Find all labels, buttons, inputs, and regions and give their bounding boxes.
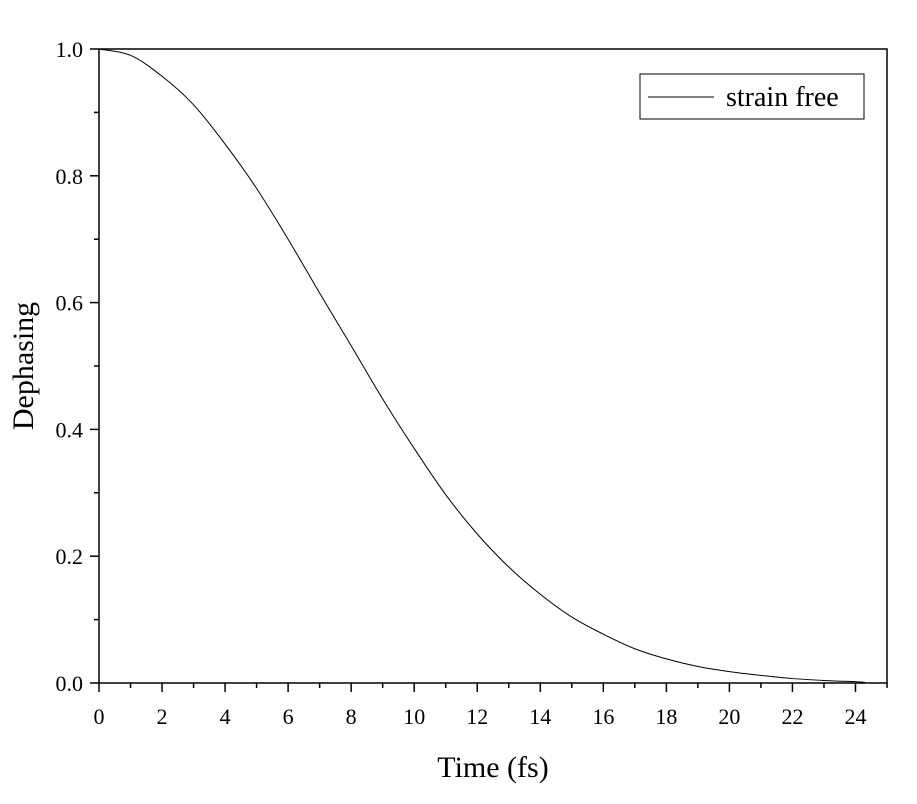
x-tick-label: 8 [346,704,357,729]
x-tick-label: 14 [529,704,551,729]
y-tick-label: 0.2 [56,544,84,569]
legend: strain free [639,73,865,120]
y-axis-title: Dephasing [7,302,40,430]
y-tick-labels: 0.0 0.2 0.4 0.6 0.8 1.0 [56,37,84,696]
plot-frame [98,48,888,684]
x-tick-label: 20 [718,704,740,729]
x-tick-label: 24 [844,704,866,729]
y-tick-label: 0.0 [56,671,84,696]
y-tick-label: 0.8 [56,164,84,189]
x-tick-label: 6 [283,704,294,729]
x-axis-title: Time (fs) [437,751,548,784]
legend-label-strain-free: strain free [726,82,839,113]
axis-ticks [90,48,888,692]
series-line-strain-free [98,48,865,683]
y-tick-label: 0.4 [56,417,84,442]
x-tick-label: 2 [157,704,168,729]
x-tick-label: 12 [466,704,488,729]
x-tick-label: 18 [655,704,677,729]
x-tick-label: 0 [94,704,105,729]
y-tick-label: 1.0 [56,37,84,62]
x-tick-label: 10 [403,704,425,729]
y-tick-label: 0.6 [56,291,84,316]
x-tick-label: 4 [220,704,231,729]
x-tick-label: 16 [592,704,614,729]
x-tick-labels: 0 2 4 6 8 10 12 14 16 18 20 22 24 [94,704,867,729]
x-tick-label: 22 [781,704,803,729]
